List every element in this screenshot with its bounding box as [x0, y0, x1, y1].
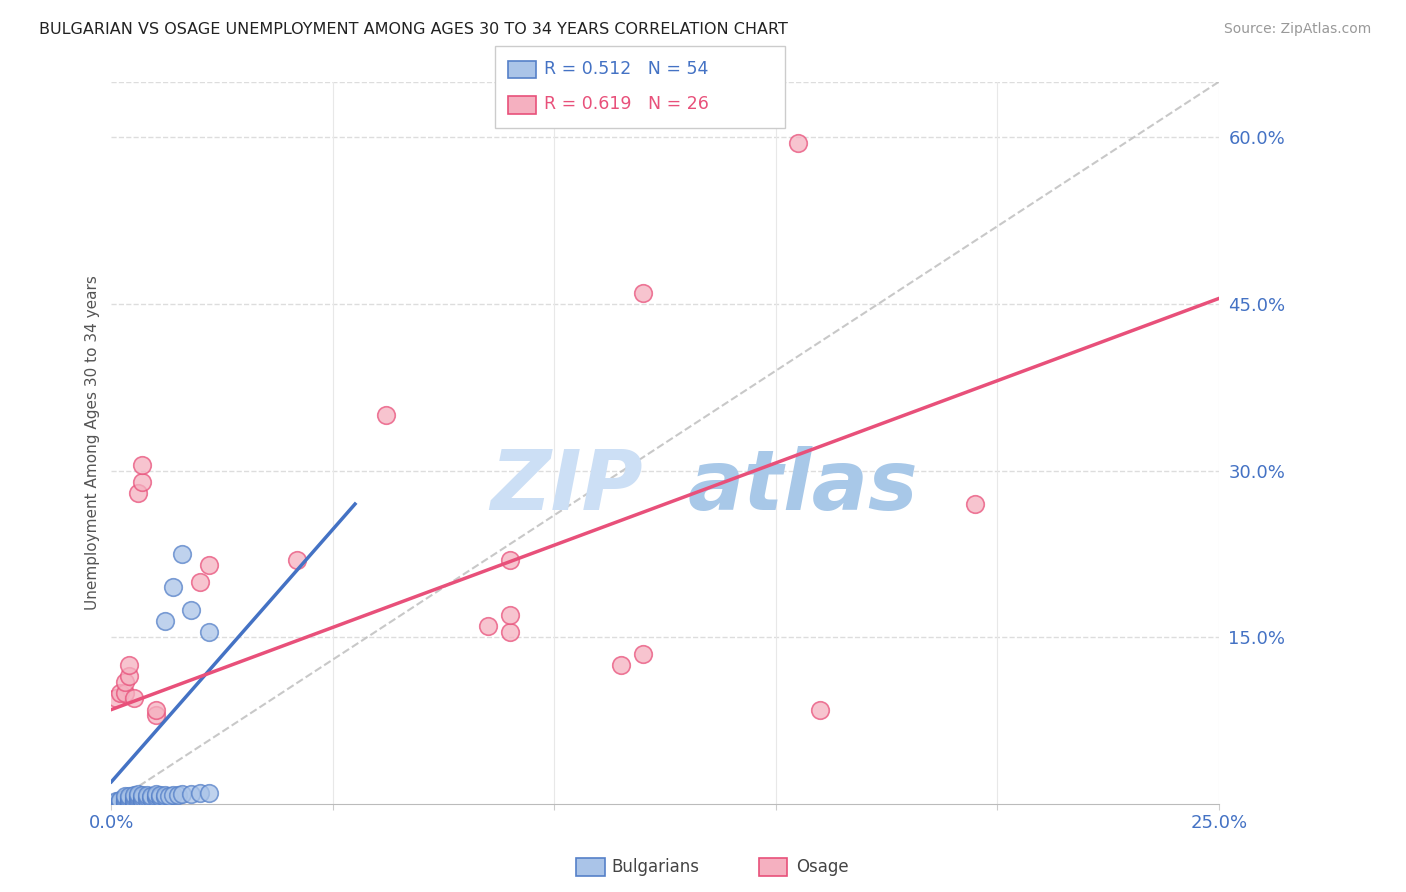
- Point: [127, 791, 149, 805]
- Point: [149, 788, 172, 802]
- Y-axis label: Unemployment Among Ages 30 to 34 years: Unemployment Among Ages 30 to 34 years: [86, 276, 100, 610]
- Point: [131, 792, 153, 806]
- Text: Bulgarians: Bulgarians: [612, 858, 700, 876]
- Point: [122, 691, 145, 706]
- Point: [145, 789, 167, 804]
- Point: [787, 136, 810, 150]
- Point: [631, 647, 654, 661]
- Point: [122, 792, 145, 806]
- Point: [131, 788, 153, 802]
- Point: [110, 792, 132, 806]
- Point: [118, 658, 141, 673]
- Point: [104, 794, 127, 808]
- Point: [157, 789, 180, 804]
- Point: [153, 614, 176, 628]
- Point: [499, 624, 522, 639]
- Point: [122, 788, 145, 802]
- Point: [180, 787, 202, 801]
- Point: [198, 558, 221, 573]
- Point: [153, 788, 176, 802]
- Point: [110, 686, 132, 700]
- Point: [135, 788, 157, 802]
- Point: [162, 580, 184, 594]
- Point: [122, 795, 145, 809]
- Point: [145, 787, 167, 801]
- Text: R = 0.619   N = 26: R = 0.619 N = 26: [544, 95, 709, 113]
- Point: [149, 790, 172, 805]
- Point: [104, 796, 127, 810]
- Point: [145, 702, 167, 716]
- Point: [188, 786, 211, 800]
- Point: [118, 795, 141, 809]
- Point: [118, 794, 141, 808]
- Point: [131, 475, 153, 489]
- Point: [172, 547, 194, 561]
- Point: [162, 788, 184, 802]
- Point: [104, 691, 127, 706]
- Point: [375, 408, 398, 422]
- Point: [114, 789, 136, 804]
- Point: [114, 791, 136, 805]
- Text: ZIP: ZIP: [491, 446, 643, 527]
- Point: [114, 794, 136, 808]
- Point: [122, 790, 145, 805]
- Point: [153, 790, 176, 805]
- Point: [110, 794, 132, 808]
- Point: [135, 790, 157, 805]
- Point: [122, 794, 145, 808]
- Point: [127, 789, 149, 804]
- Point: [808, 702, 831, 716]
- Point: [131, 458, 153, 472]
- Point: [499, 552, 522, 566]
- Point: [198, 624, 221, 639]
- Point: [110, 796, 132, 810]
- Point: [141, 789, 163, 804]
- Point: [631, 285, 654, 300]
- Point: [127, 794, 149, 808]
- Point: [141, 791, 163, 805]
- Point: [127, 787, 149, 801]
- Point: [118, 791, 141, 805]
- Text: atlas: atlas: [688, 446, 918, 527]
- Point: [114, 686, 136, 700]
- Point: [131, 794, 153, 808]
- Point: [118, 796, 141, 810]
- Point: [114, 795, 136, 809]
- Point: [477, 619, 499, 633]
- Point: [145, 708, 167, 723]
- Point: [104, 795, 127, 809]
- Text: Osage: Osage: [796, 858, 848, 876]
- Point: [965, 497, 987, 511]
- Point: [188, 574, 211, 589]
- Point: [287, 552, 309, 566]
- Point: [172, 787, 194, 801]
- Point: [180, 602, 202, 616]
- Text: R = 0.512   N = 54: R = 0.512 N = 54: [544, 60, 709, 78]
- Point: [131, 790, 153, 805]
- Text: BULGARIAN VS OSAGE UNEMPLOYMENT AMONG AGES 30 TO 34 YEARS CORRELATION CHART: BULGARIAN VS OSAGE UNEMPLOYMENT AMONG AG…: [39, 22, 789, 37]
- Point: [145, 791, 167, 805]
- Point: [610, 658, 633, 673]
- Point: [114, 796, 136, 810]
- Point: [166, 788, 188, 802]
- Point: [127, 486, 149, 500]
- Point: [198, 786, 221, 800]
- Point: [114, 674, 136, 689]
- Point: [499, 608, 522, 623]
- Point: [118, 669, 141, 683]
- Text: Source: ZipAtlas.com: Source: ZipAtlas.com: [1223, 22, 1371, 37]
- Point: [110, 795, 132, 809]
- Point: [118, 789, 141, 804]
- Point: [135, 792, 157, 806]
